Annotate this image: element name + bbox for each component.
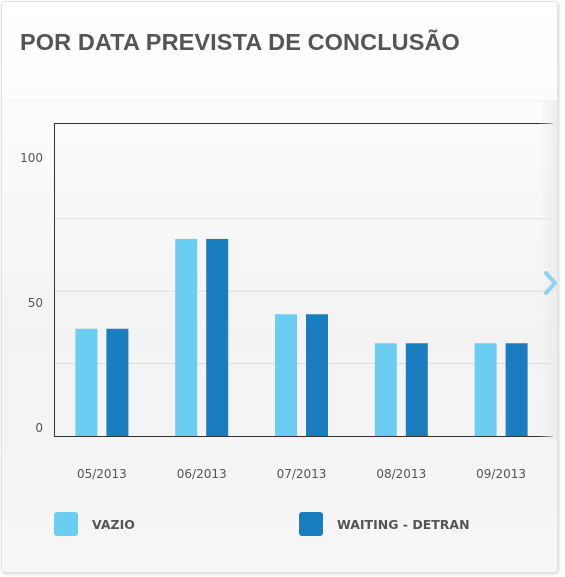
x-tick-label: 09/2013	[476, 467, 526, 481]
x-tick-label: 08/2013	[376, 467, 426, 481]
scroll-fade	[539, 100, 557, 440]
bar-vazio-09-2013[interactable]	[474, 343, 497, 436]
bar-vazio-07-2013[interactable]	[275, 314, 297, 436]
x-tick-label: 06/2013	[177, 467, 227, 481]
bar-waiting-detran-09-2013[interactable]	[505, 343, 528, 436]
legend-swatch-waiting-detran	[299, 512, 323, 536]
bar-chart: 0 50 100 05/2013 06/2013 07/2013 08/2013 09/20…	[20, 123, 553, 481]
bar-waiting-detran-08-2013[interactable]	[405, 343, 428, 436]
bar-vazio-05-2013[interactable]	[75, 328, 98, 436]
x-tick-label: 05/2013	[77, 467, 127, 481]
y-tick-label: 50	[28, 296, 43, 310]
widget-title: POR DATA PREVISTA DE CONCLUSÃO	[20, 29, 460, 55]
chart-widget: POR DATA PREVISTA DE CONCLUSÃO 0 50 100 05…	[1, 1, 558, 573]
legend-label-vazio: VAZIO	[92, 516, 135, 532]
legend-item-waiting-detran[interactable]: WAITING - DETRAN	[299, 512, 470, 536]
x-tick-label: 07/2013	[277, 467, 327, 481]
bar-waiting-detran-07-2013[interactable]	[306, 314, 328, 436]
bar-waiting-detran-06-2013[interactable]	[206, 238, 229, 436]
chevron-right-icon[interactable]	[542, 268, 557, 298]
y-tick-label: 0	[35, 421, 43, 435]
legend-label-waiting-detran: WAITING - DETRAN	[337, 516, 470, 532]
legend-swatch-vazio	[54, 512, 78, 536]
y-tick-label: 100	[20, 151, 43, 165]
legend-item-vazio[interactable]: VAZIO	[54, 512, 135, 536]
bar-waiting-detran-05-2013[interactable]	[106, 328, 129, 436]
header-divider	[2, 100, 557, 102]
bar-vazio-06-2013[interactable]	[175, 238, 198, 436]
bar-vazio-08-2013[interactable]	[374, 343, 397, 436]
